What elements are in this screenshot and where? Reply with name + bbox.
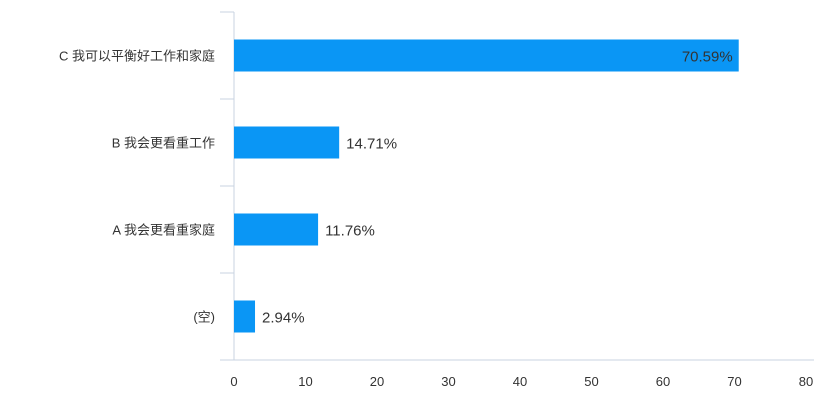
x-tick-label: 60 [656, 374, 670, 389]
data-label: 14.71% [346, 136, 397, 153]
x-tick-label: 50 [584, 374, 598, 389]
x-tick-label: 40 [513, 374, 527, 389]
bar [234, 126, 340, 159]
chart-labels: 0 10 20 30 40 50 60 70 80 C 我可以平衡好工作和家庭 70.59% B 我会… [59, 49, 813, 390]
category-label: B 我会更看重工作 [112, 136, 215, 151]
data-label: 70.59% [682, 49, 733, 66]
x-tick-label: 80 [799, 374, 813, 389]
chart-bars [234, 39, 739, 333]
data-label: 11.76% [325, 223, 375, 240]
category-label: A 我会更看重家庭 [112, 223, 215, 238]
bar [234, 213, 319, 246]
x-tick-label: 70 [727, 374, 741, 389]
x-tick-label: 10 [298, 374, 312, 389]
bar [234, 39, 739, 72]
x-tick-label: 20 [370, 374, 384, 389]
category-label: (空) [193, 310, 215, 325]
category-label: C 我可以平衡好工作和家庭 [59, 49, 215, 64]
x-tick-label: 30 [441, 374, 455, 389]
x-tick-label: 0 [230, 374, 237, 389]
data-label: 2.94% [262, 310, 305, 327]
bar [234, 300, 256, 333]
